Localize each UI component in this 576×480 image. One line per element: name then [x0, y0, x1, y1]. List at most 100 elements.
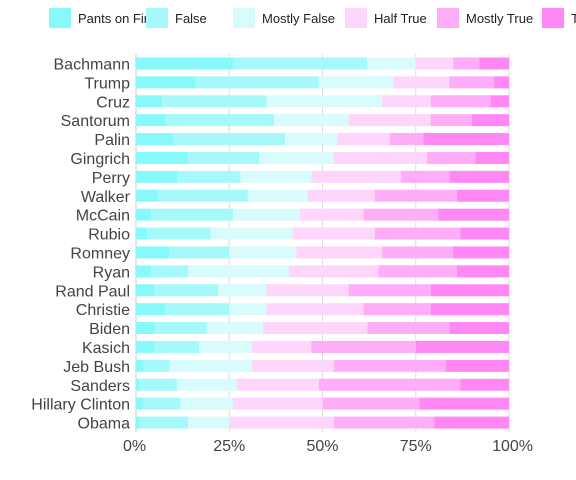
bar-segment [229, 303, 267, 316]
bar-segment [259, 151, 334, 164]
bar-segment [206, 322, 263, 335]
bar-segment [445, 359, 509, 372]
y-tick-label: Biden [89, 321, 130, 338]
bar-segment [460, 227, 509, 240]
bar-segment [262, 322, 368, 335]
bar-segment [333, 151, 427, 164]
bar-segment [236, 378, 319, 391]
bar-segment [423, 133, 509, 146]
bar-segment [292, 227, 375, 240]
bar-segment [471, 114, 509, 127]
bar-segment [136, 95, 163, 108]
bar-segment [158, 189, 248, 202]
y-tick-label: Sanders [70, 378, 130, 395]
bar-segment [318, 378, 461, 391]
legend-label: True [571, 11, 576, 26]
y-tick-label: Perry [92, 170, 130, 187]
legend-swatch [542, 8, 564, 28]
bar-segment [374, 227, 461, 240]
bar-segment [136, 114, 166, 127]
legend-label: Mostly True [466, 11, 533, 26]
y-tick-label: McCain [76, 208, 130, 225]
y-tick-label: Gingrich [70, 151, 130, 168]
bar-segment [177, 378, 237, 391]
bar-segment [251, 340, 312, 353]
bar-segment [419, 397, 509, 410]
bar-segment [382, 246, 454, 259]
bar-segment [363, 303, 431, 316]
bar-segment [247, 189, 308, 202]
bar-segment [136, 265, 151, 278]
bar-segment [136, 397, 144, 410]
y-tick-label: Kasich [82, 340, 130, 357]
bar-segment [449, 170, 509, 183]
y-tick-label: Trump [84, 75, 130, 92]
bar-segment [136, 189, 159, 202]
bar-segment [333, 416, 435, 429]
bar-segment [475, 151, 509, 164]
legend-swatch [345, 8, 367, 28]
bar-segment [139, 378, 178, 391]
bar-segment [311, 340, 416, 353]
legend-swatch [437, 8, 459, 28]
bar-segment [434, 416, 509, 429]
bar-segment [188, 151, 260, 164]
bar-segment [150, 208, 233, 221]
bar-segment [188, 265, 289, 278]
x-tick-label: 0% [123, 438, 146, 455]
bar-segment [251, 359, 334, 372]
bar-segment [382, 95, 431, 108]
legend-label: Mostly False [262, 11, 335, 26]
bar-segment [288, 265, 379, 278]
bar-segment [218, 284, 267, 297]
bar-segment [136, 378, 140, 391]
y-tick-label: Rubio [88, 227, 130, 244]
bar-segment [296, 246, 383, 259]
bar-segment [438, 208, 509, 221]
y-tick-label: Walker [81, 189, 131, 206]
bar-segment [154, 284, 219, 297]
bar-segment [307, 189, 375, 202]
legend-label: False [175, 11, 207, 26]
gridlines [135, 54, 510, 432]
legend-label: Pants on Fire [78, 11, 155, 26]
bar-segment [169, 359, 252, 372]
bar-segment [143, 359, 170, 372]
x-tick-label: 50% [306, 438, 338, 455]
bar-segment [154, 322, 207, 335]
bar-segment [460, 378, 509, 391]
legend-swatch [49, 8, 71, 28]
y-tick-label: Cruz [96, 94, 130, 111]
bar-segment [150, 265, 189, 278]
bar-segment [300, 208, 364, 221]
bar-segment [367, 322, 450, 335]
bar-segment [389, 133, 424, 146]
bar-segment [456, 265, 509, 278]
bar-segment [136, 284, 155, 297]
legend-swatch [146, 8, 168, 28]
bar-segment [494, 76, 509, 89]
bar-segment [232, 57, 368, 70]
y-tick-label: Romney [70, 245, 130, 262]
bar-segment [393, 76, 450, 89]
bar-segment [311, 170, 401, 183]
bar-segment [136, 303, 166, 316]
bar-segment [426, 151, 476, 164]
bar-segment [147, 227, 211, 240]
bar-segment [173, 133, 286, 146]
bar-segment [136, 170, 178, 183]
y-tick-label: Bachmann [54, 56, 131, 73]
bar-segment [322, 397, 420, 410]
bar-segment [285, 133, 338, 146]
bar-segment [136, 359, 144, 372]
bar-segment [318, 76, 394, 89]
bar-segment [136, 416, 140, 429]
y-tick-label: Rand Paul [55, 283, 130, 300]
bar-segment [348, 284, 431, 297]
bar-segment [136, 133, 174, 146]
bar-segment [232, 208, 301, 221]
y-tick-label: Jeb Bush [63, 359, 130, 376]
bar-segment [136, 208, 151, 221]
bar-segment [430, 114, 472, 127]
